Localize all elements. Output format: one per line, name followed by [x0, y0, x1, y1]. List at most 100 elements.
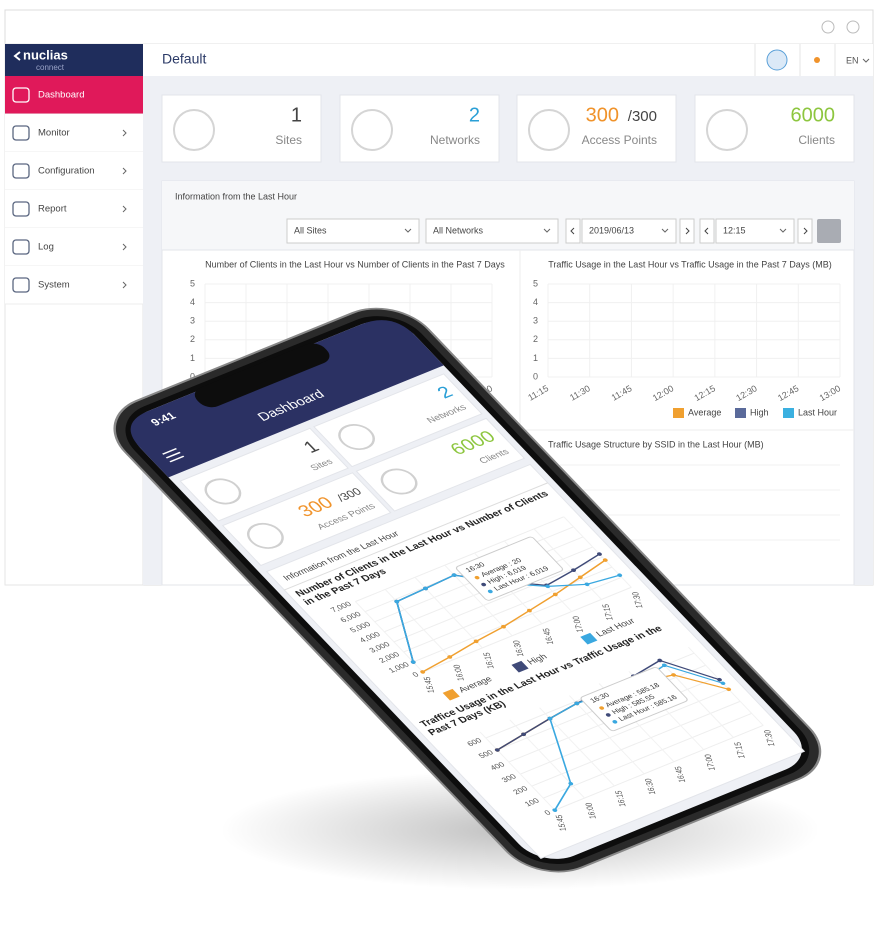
legend-swatch [673, 408, 684, 418]
nav-label: Configuration [38, 166, 95, 177]
legend-swatch [442, 688, 460, 701]
nav-item[interactable]: System [5, 266, 143, 305]
nav-chevron [122, 205, 127, 213]
grid-line-x [687, 646, 764, 726]
chart-title: Traffic Usage Structure by SSID in the L… [548, 439, 764, 449]
step-arrow [704, 227, 709, 235]
y-tick-label: 4 [190, 297, 195, 307]
nav-icon [12, 239, 30, 255]
stat-value: 6000 [791, 104, 836, 126]
dropdown-value: All Sites [294, 225, 327, 235]
step-button[interactable] [797, 218, 813, 244]
nav-icon [12, 87, 30, 103]
data-point [602, 558, 608, 562]
step-button[interactable] [565, 218, 581, 244]
data-point [521, 732, 527, 737]
data-point [423, 586, 429, 591]
stat-icon [351, 109, 393, 151]
nav-chevron [122, 129, 127, 137]
panel-title: Information from the Last Hour [175, 191, 297, 201]
y-tick-label: 1 [190, 353, 195, 363]
menu-icon [169, 455, 185, 463]
x-tick-label: 16:15 [613, 790, 628, 807]
notch [194, 343, 330, 408]
dropdown[interactable] [425, 218, 559, 244]
header [143, 44, 873, 76]
app-header [130, 320, 444, 478]
nav-item[interactable]: Report [5, 190, 143, 229]
stat-icon [380, 468, 418, 495]
data-point [617, 573, 623, 577]
legend-swatch [735, 408, 746, 418]
nav-item[interactable]: Dashboard [5, 76, 143, 115]
header-title: Default [162, 51, 206, 67]
nav-background [5, 228, 143, 266]
notify-icon [814, 57, 820, 63]
grid-line [393, 556, 603, 643]
stat-card [339, 94, 500, 163]
x-tick-label: 15:45 [554, 814, 569, 831]
stat-icon [247, 522, 284, 549]
data-point [501, 624, 506, 629]
legend-swatch [511, 660, 529, 673]
dropdown-value: 2019/06/13 [589, 225, 634, 235]
x-tick-label: 16:45 [673, 766, 688, 783]
window-button [846, 20, 860, 34]
stat-card [313, 373, 483, 468]
step-button[interactable] [679, 218, 695, 244]
nav-background [5, 76, 143, 114]
tooltip-dot [605, 713, 611, 717]
step-arrow [803, 227, 808, 235]
grid-line [542, 712, 753, 799]
nav-item[interactable]: Monitor [5, 114, 143, 153]
nav-item[interactable]: Configuration [5, 152, 143, 191]
avatar[interactable] [766, 49, 788, 71]
brand-bar [5, 44, 143, 76]
dropdown[interactable] [286, 218, 420, 244]
nav-item[interactable]: Log [5, 228, 143, 267]
stat-card [161, 94, 322, 163]
grid-line-x [479, 731, 556, 811]
data-point [494, 748, 500, 752]
brand-sub: connect [36, 63, 65, 72]
grid-line [519, 688, 730, 775]
legend-label: Average [688, 407, 721, 417]
dropdown-chevron [404, 228, 412, 233]
panel-header [162, 181, 854, 213]
y-tick-label: 100 [523, 796, 542, 808]
stat-value: 2 [469, 104, 480, 126]
stat-label: Networks [430, 133, 480, 147]
stat-label: Clients [798, 133, 835, 147]
dropdown-chevron [543, 228, 551, 233]
stat-icon [706, 109, 748, 151]
dropdown-chevron [661, 228, 669, 233]
nav-label: System [38, 280, 70, 291]
data-point [552, 808, 558, 812]
step-button[interactable] [699, 218, 715, 244]
export-button[interactable] [817, 219, 841, 243]
grid-line-x [354, 601, 424, 673]
dropdown[interactable] [715, 218, 795, 244]
dropdown-value: 12:15 [723, 225, 746, 235]
menu-icon [162, 447, 177, 455]
data-point [547, 716, 553, 721]
y-tick-label: 2 [190, 334, 195, 344]
dropdown[interactable] [581, 218, 677, 244]
grid-line-x [533, 528, 602, 600]
grid-line [412, 576, 622, 663]
y-tick-label: 4 [533, 297, 538, 307]
chart-title: Traffic Usage in the Last Hour vs Traffi… [548, 259, 831, 269]
nav-background [5, 114, 143, 152]
y-tick-label: 400 [488, 760, 507, 772]
data-point [597, 552, 602, 556]
y-tick-label: 2 [533, 334, 538, 344]
legend-label: High [750, 407, 769, 417]
data-point [571, 568, 576, 572]
x-tick-label: 17:00 [702, 754, 717, 771]
y-tick-label: 5 [190, 278, 195, 288]
dropdown-chevron [779, 228, 787, 233]
grid-line-x [658, 659, 734, 738]
brand-chevron [13, 51, 21, 61]
data-point [671, 673, 677, 677]
